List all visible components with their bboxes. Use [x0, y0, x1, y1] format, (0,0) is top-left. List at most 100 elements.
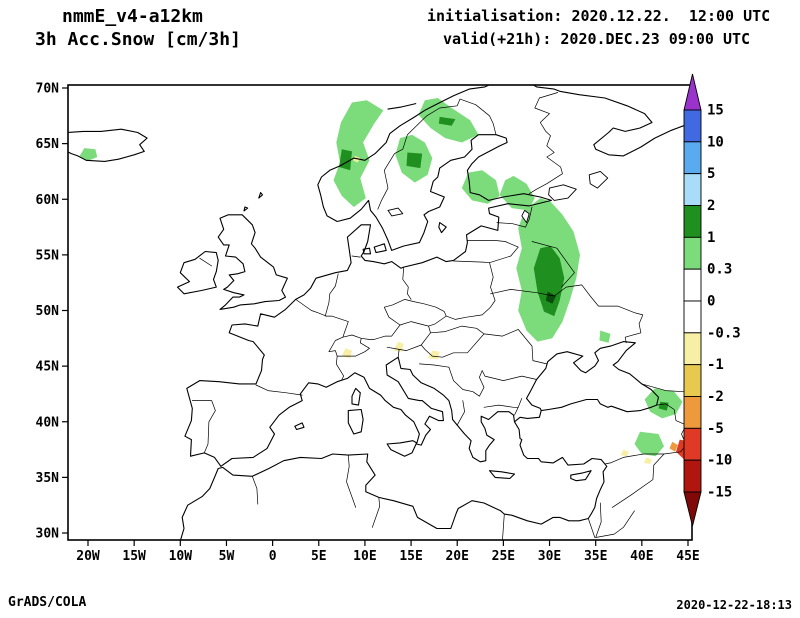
lake: [521, 209, 530, 224]
lake: [588, 170, 609, 189]
country-border: [539, 92, 559, 99]
country-border: [251, 475, 259, 505]
shading-group: [79, 98, 692, 464]
field-name: 3h Acc.Snow [cm/3h]: [35, 29, 241, 50]
valid-line: valid(+21h): 2020.DEC.23 09:00 UTC: [443, 30, 751, 48]
country-border: [371, 497, 381, 528]
colorbar-segment: [683, 364, 702, 397]
country-border: [528, 97, 563, 195]
colorbar-segment: [683, 332, 702, 366]
snow-region-norway-mountains: [333, 100, 384, 207]
lon-tick-label: 20E: [445, 549, 468, 564]
lon-tick-label: 40E: [630, 549, 653, 564]
coastline: [68, 128, 148, 162]
island-coastline: [243, 206, 249, 212]
snow-region-russia-core: [533, 246, 565, 317]
lon-tick-label: 20W: [76, 549, 100, 564]
country-border: [377, 98, 461, 210]
colorbar-label: -15: [707, 485, 732, 501]
lat-tick-label: 55N: [36, 248, 60, 263]
coastlines-group: [68, 85, 692, 540]
colorbar-segment: [683, 173, 702, 206]
country-border: [595, 510, 635, 538]
colorbar-label: 2: [707, 198, 715, 214]
country-border: [295, 299, 349, 338]
country-border: [467, 240, 519, 248]
snow-region-sweden-core: [406, 152, 423, 169]
lon-tick-label: 30E: [538, 549, 561, 564]
coastline: [184, 85, 552, 467]
country-border: [255, 384, 303, 396]
island-coastline: [570, 470, 592, 482]
country-border: [386, 325, 431, 351]
lat-tick-label: 40N: [36, 415, 60, 430]
country-border: [453, 260, 490, 264]
colorbar-segment: [683, 236, 702, 270]
coastline: [179, 421, 608, 540]
country-border: [514, 406, 519, 416]
snow-region-iceland-southeast: [79, 148, 98, 162]
country-border: [490, 289, 555, 297]
map-frame: [67, 84, 693, 541]
snow-region-finland-southwest: [461, 170, 500, 204]
snow-region-se-turkey-yellow-2: [620, 449, 629, 457]
island-coastline: [347, 408, 364, 435]
lon-tick-label: 5E: [311, 549, 327, 564]
colorbar-segment: [683, 268, 702, 302]
country-border: [496, 222, 526, 228]
colorbar-label: -5: [707, 421, 724, 437]
colorbar-label: -0.3: [707, 325, 741, 341]
lon-tick-label: 45E: [676, 549, 699, 564]
lat-tick-label: 65N: [36, 137, 60, 152]
country-border: [383, 299, 447, 327]
country-border: [351, 255, 361, 258]
country-border: [483, 398, 523, 408]
colorbar-bottom-arrow: [683, 491, 702, 527]
lake: [387, 207, 404, 217]
lon-tick-label: 10E: [353, 549, 376, 564]
model-name: nmmE_v4-a12km: [62, 6, 203, 27]
colorbar: [683, 73, 702, 527]
lon-tick-label: 10W: [169, 549, 193, 564]
country-border: [531, 241, 575, 288]
snow-region-russia-east-speck: [599, 330, 611, 343]
lon-tick-label: 15E: [399, 549, 422, 564]
country-border: [397, 349, 400, 358]
island-coastline: [351, 387, 361, 406]
country-border: [448, 366, 485, 397]
island-coastline: [373, 243, 387, 254]
colorbar-segment: [683, 427, 702, 461]
snow-region-se-turkey-yellow-1: [643, 457, 652, 464]
colorbar-label: -1: [707, 357, 724, 373]
country-border: [346, 454, 357, 508]
country-border: [459, 98, 497, 136]
country-border: [402, 266, 412, 300]
coastline: [387, 103, 417, 110]
colorbar-label: 0: [707, 294, 715, 310]
island-coastline: [438, 222, 447, 234]
initialisation-line: initialisation: 2020.12.22. 12:00 UTC: [427, 7, 771, 25]
snow-region-caucasus-orange-speck: [669, 441, 678, 452]
coastline: [513, 341, 660, 423]
country-border: [360, 324, 401, 340]
country-border: [481, 370, 537, 381]
country-border: [445, 262, 496, 320]
country-border: [420, 325, 485, 358]
country-border: [199, 257, 213, 267]
coastline: [220, 356, 516, 467]
country-border: [483, 329, 548, 365]
snow-region-pannonia-speck: [427, 350, 440, 360]
country-border: [324, 273, 339, 317]
colorbar-top-arrow: [683, 73, 702, 111]
axes-group: [62, 87, 689, 546]
colorbar-label: 15: [707, 103, 724, 119]
country-border: [553, 284, 644, 344]
creation-timestamp: 2020-12-22-18:13: [676, 598, 792, 612]
map-area: [68, 85, 692, 540]
lon-tick-label: 15W: [122, 549, 146, 564]
island-coastline: [362, 247, 372, 255]
snow-region-finnmark-core: [438, 116, 456, 126]
lon-tick-label: 0: [269, 549, 277, 564]
lat-tick-label: 35N: [36, 471, 60, 486]
lon-tick-label: 5W: [219, 549, 235, 564]
